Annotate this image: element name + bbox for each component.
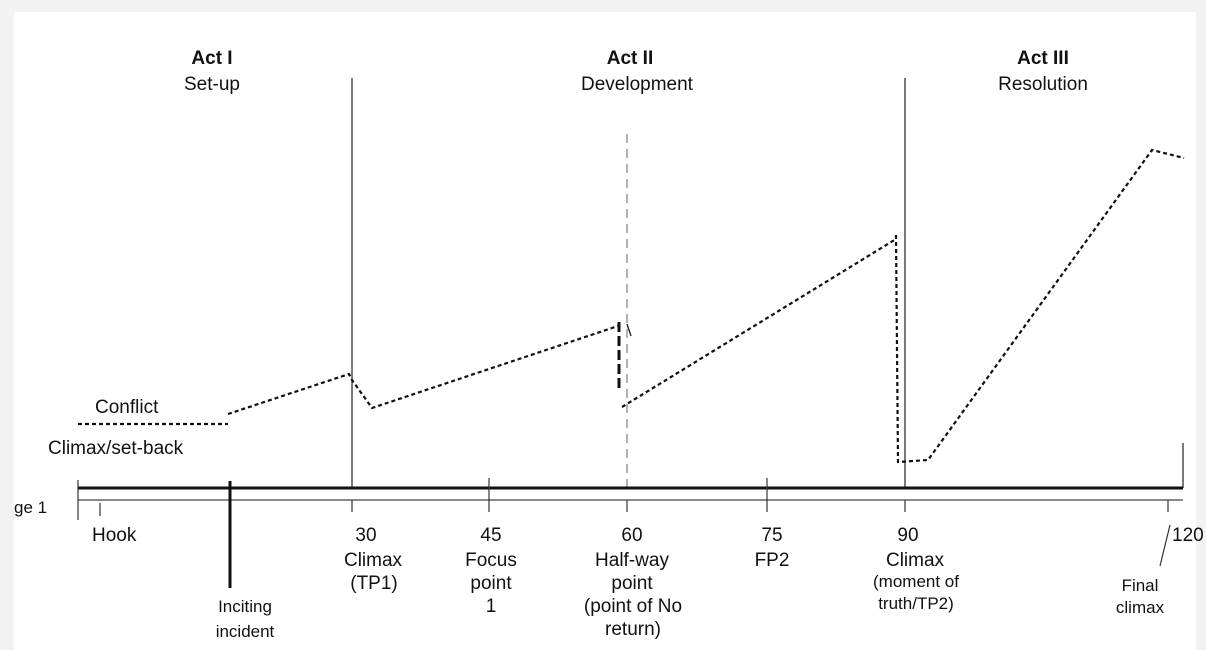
hook-label: Hook bbox=[92, 525, 137, 546]
final-climax-pointer bbox=[1159, 524, 1171, 567]
act-3-subtitle: Resolution bbox=[998, 74, 1088, 95]
act-2-title: Act II bbox=[607, 48, 653, 69]
act-2-subtitle: Development bbox=[581, 74, 694, 95]
act-3-title: Act III bbox=[1017, 48, 1069, 69]
tick-75-value: 75 bbox=[761, 525, 782, 546]
final-climax-line1: Final bbox=[1122, 576, 1159, 595]
left-border-shade bbox=[0, 0, 14, 650]
tick-60-line3: (point of No bbox=[584, 596, 682, 617]
right-border-shade bbox=[1196, 0, 1206, 650]
tick-120-value: 120 bbox=[1172, 525, 1204, 546]
tick-30-value: 30 bbox=[355, 525, 376, 546]
page-axis-label: ge 1 bbox=[14, 498, 47, 517]
tick-60-line2: point bbox=[611, 573, 653, 594]
tension-curve-act-3 bbox=[894, 148, 1185, 464]
tension-curve-act-1-2a bbox=[227, 324, 619, 416]
tick-60-line4: return) bbox=[605, 619, 661, 640]
legend-climax-setback-label: Climax/set-back bbox=[48, 438, 184, 459]
tick-30-line1: Climax bbox=[344, 550, 403, 571]
tick-45-line1: Focus bbox=[465, 550, 517, 571]
tick-90-line2: (moment of bbox=[873, 572, 959, 591]
final-climax-line2: climax bbox=[1116, 598, 1165, 617]
tick-45-line2: point bbox=[470, 573, 512, 594]
midpoint-tick bbox=[626, 323, 632, 337]
top-border-shade bbox=[0, 0, 1206, 12]
inciting-label-line2: incident bbox=[216, 622, 275, 641]
tick-60-value: 60 bbox=[621, 525, 642, 546]
tick-90-line1: Climax bbox=[886, 550, 945, 571]
tick-90-line3: truth/TP2) bbox=[878, 594, 954, 613]
tick-60-line1: Half-way bbox=[595, 550, 669, 571]
tick-45-value: 45 bbox=[480, 525, 501, 546]
act-1-subtitle: Set-up bbox=[184, 74, 240, 95]
tick-75-line1: FP2 bbox=[755, 550, 790, 571]
tick-30-line2: (TP1) bbox=[350, 573, 398, 594]
act-1-title: Act I bbox=[191, 48, 232, 69]
tension-curve-act-2b bbox=[621, 238, 897, 408]
tick-45-line3: 1 bbox=[486, 596, 497, 617]
tick-90-value: 90 bbox=[897, 525, 918, 546]
legend-conflict-label: Conflict bbox=[95, 397, 159, 418]
inciting-label-line1: Inciting bbox=[218, 597, 272, 616]
